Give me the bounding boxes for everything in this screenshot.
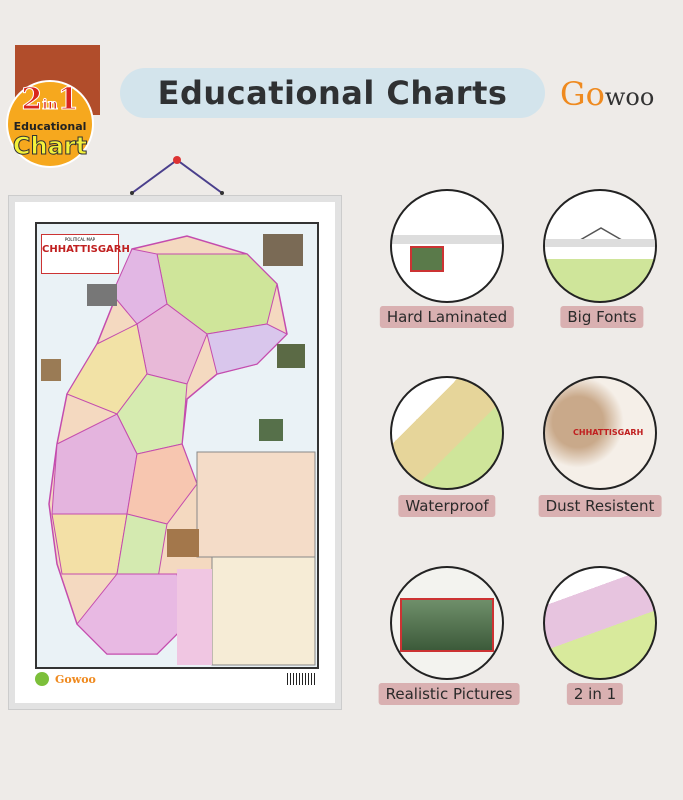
feature-circle-dust-resistent: CHHATTISGARH xyxy=(543,376,657,490)
barcode-icon xyxy=(287,673,315,685)
feature-circle-big-fonts xyxy=(543,189,657,303)
feature-label: Waterproof xyxy=(398,495,496,517)
hanger-string xyxy=(130,156,224,195)
chhattisgarh-map: POLITICAL MAP CHHATTISGARH xyxy=(35,222,319,669)
footer-brand: Gowoo xyxy=(55,672,96,686)
feature-circle-hard-laminated xyxy=(390,189,504,303)
feature-label: Realistic Pictures xyxy=(378,683,520,705)
feature-label: Big Fonts xyxy=(560,306,644,328)
feature-label: Hard Laminated xyxy=(379,306,515,328)
badge-line1: Educational xyxy=(13,120,87,133)
badge-number: 2 xyxy=(21,82,43,117)
poster-footer: Gowoo xyxy=(35,668,315,690)
page-title: Educational Charts xyxy=(157,74,508,112)
map-title-box: POLITICAL MAP CHHATTISGARH xyxy=(41,234,130,274)
title-banner: Educational Charts xyxy=(120,68,545,118)
feature-circle-waterproof xyxy=(390,376,504,490)
badge-in: in xyxy=(42,97,58,114)
badge-number: 1 xyxy=(57,82,79,117)
feature-label: Dust Resistent xyxy=(538,495,662,517)
map-graphic xyxy=(41,234,316,666)
brand-logo: Gowoo xyxy=(560,75,655,113)
nail-icon xyxy=(173,156,181,164)
map-title: CHHATTISGARH xyxy=(42,244,130,255)
feature-circle-realistic-pictures xyxy=(390,566,504,680)
map-subtitle: POLITICAL MAP xyxy=(64,237,96,242)
feature-label: 2 in 1 xyxy=(566,683,624,705)
two-in-one-badge: 2in1 Educational Chart xyxy=(6,80,94,168)
badge-icon xyxy=(35,672,49,686)
feature-circle-2-in-1 xyxy=(543,566,657,680)
badge-line2: Chart xyxy=(12,132,88,160)
